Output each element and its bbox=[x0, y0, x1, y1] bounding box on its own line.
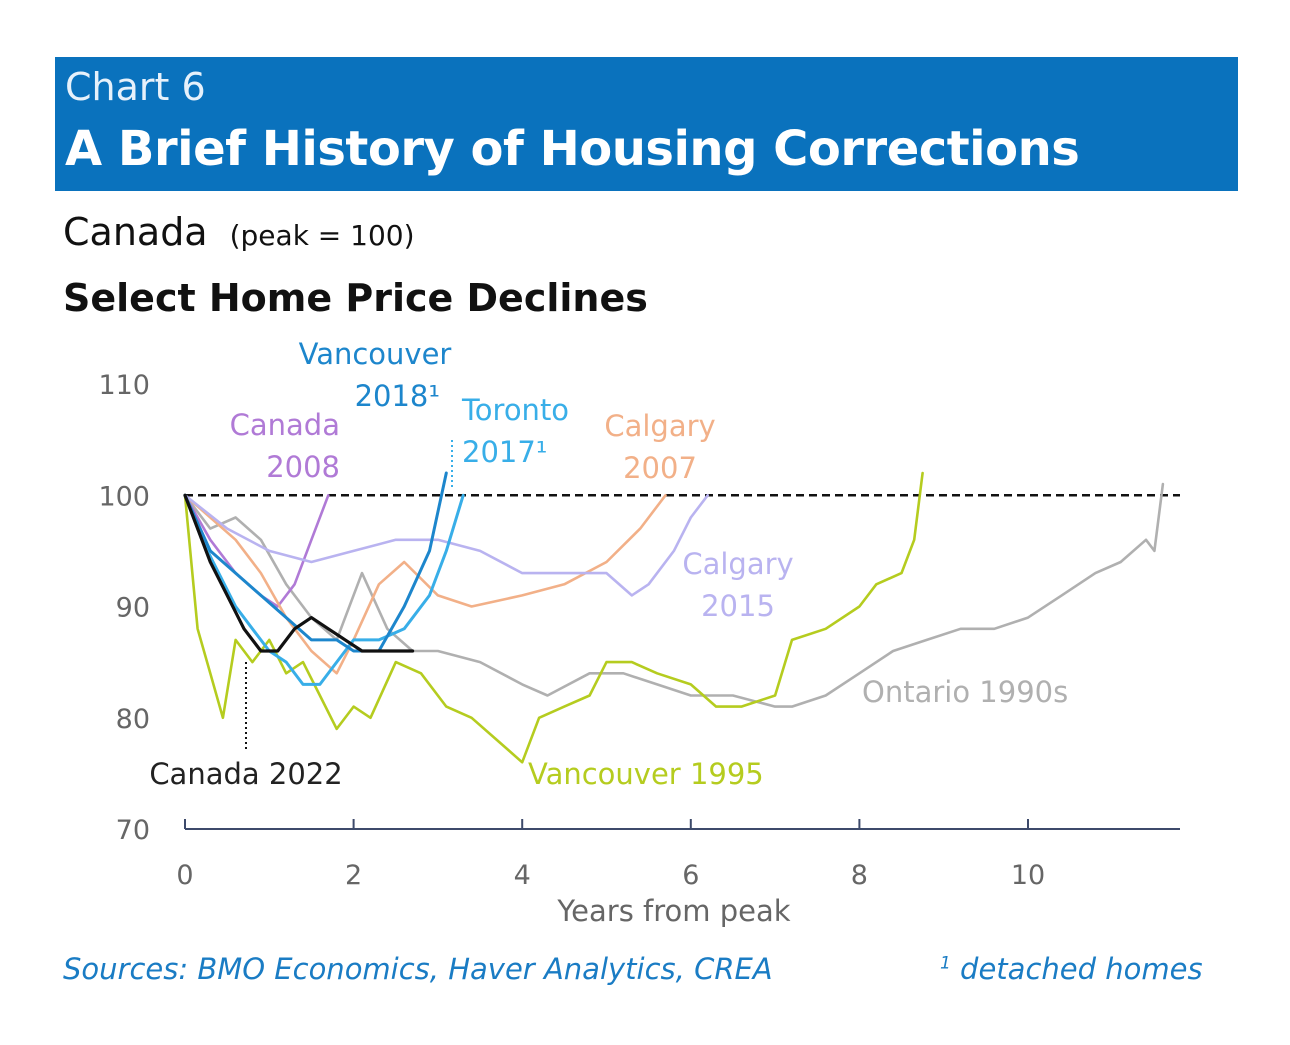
series-label-calgary-2015: Calgary bbox=[682, 547, 793, 581]
y-tick-label: 80 bbox=[116, 704, 150, 735]
x-axis-title: Years from peak bbox=[556, 894, 790, 928]
series-line-ontario-1990s bbox=[183, 482, 1165, 708]
x-tick-label: 6 bbox=[682, 860, 699, 891]
subtitle-note: (peak = 100) bbox=[229, 219, 415, 252]
y-tick-label: 100 bbox=[98, 481, 150, 512]
footnote: 1 detached homes bbox=[940, 952, 1203, 986]
series-label-canada-2008: Canada bbox=[230, 408, 340, 442]
y-tick-label: 70 bbox=[116, 815, 150, 846]
chart-heading: Select Home Price Declines bbox=[63, 276, 648, 320]
series-label-calgary-2007: 2007 bbox=[623, 451, 697, 485]
x-tick-label: 0 bbox=[176, 860, 193, 891]
series-line-calgary-2015 bbox=[183, 493, 710, 597]
series-line-calgary-2007 bbox=[183, 493, 667, 675]
footnote-text: detached homes bbox=[960, 952, 1203, 986]
series-label-ontario-1990s: Ontario 1990s bbox=[862, 675, 1068, 709]
footnote-mark: 1 bbox=[940, 953, 951, 974]
series-label-calgary-2015: 2015 bbox=[701, 589, 775, 623]
series-line-toronto-2017 bbox=[183, 493, 465, 686]
y-tick-label: 90 bbox=[116, 593, 150, 624]
series-label-toronto-2017: 2017¹ bbox=[462, 435, 547, 469]
series-label-vancouver-2018: 2018¹ bbox=[355, 379, 440, 413]
series-line-vancouver-1995 bbox=[183, 471, 924, 764]
chart-number: Chart 6 bbox=[65, 65, 206, 109]
series-label-calgary-2007: Calgary bbox=[604, 409, 715, 443]
chart-title: A Brief History of Housing Corrections bbox=[65, 121, 1080, 177]
series-label-vancouver-2018: Vancouver bbox=[299, 337, 452, 371]
chart-subtitle: Canada (peak = 100) bbox=[63, 210, 415, 254]
series-label-canada-2008: 2008 bbox=[266, 450, 340, 484]
x-tick-label: 10 bbox=[1011, 860, 1045, 891]
x-tick-label: 8 bbox=[851, 860, 868, 891]
subtitle-region: Canada bbox=[63, 210, 208, 254]
series-label-canada-2022: Canada 2022 bbox=[149, 757, 342, 791]
series-label-vancouver-1995: Vancouver 1995 bbox=[528, 757, 764, 791]
x-tick-label: 2 bbox=[345, 860, 362, 891]
series-label-toronto-2017: Toronto bbox=[461, 393, 569, 427]
series-line-canada-2022 bbox=[183, 493, 415, 653]
chart-header: Chart 6 A Brief History of Housing Corre… bbox=[55, 57, 1238, 191]
x-tick-label: 4 bbox=[514, 860, 531, 891]
sources-note: Sources: BMO Economics, Haver Analytics,… bbox=[63, 952, 773, 986]
series-line-vancouver-2018 bbox=[183, 471, 448, 653]
y-tick-label: 110 bbox=[98, 370, 150, 401]
